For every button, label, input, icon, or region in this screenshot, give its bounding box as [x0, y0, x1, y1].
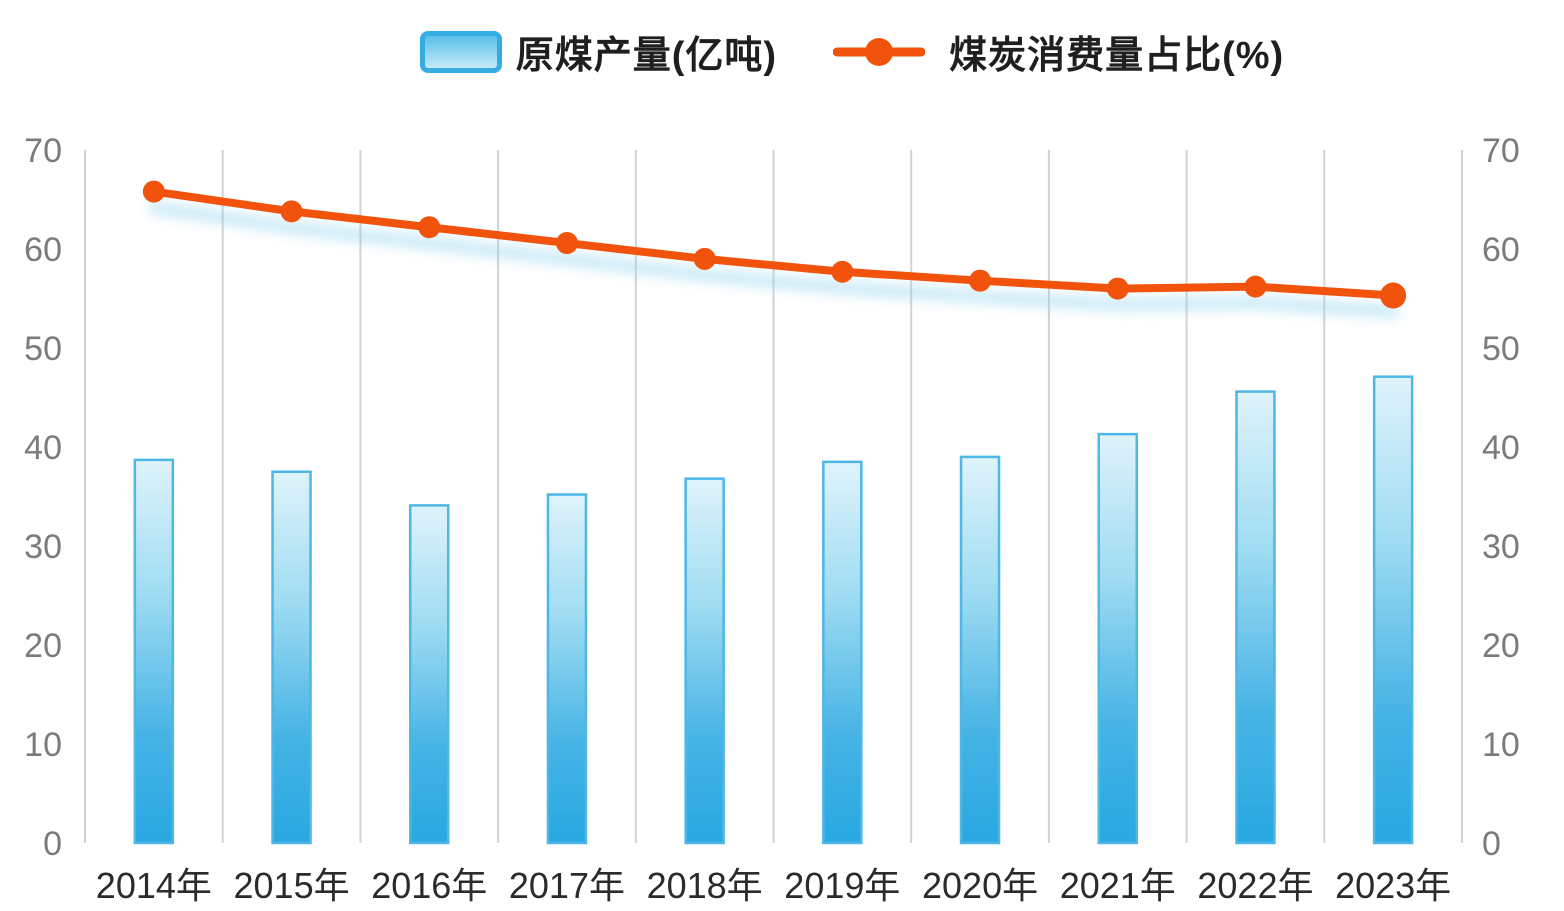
x-axis-label-2018年: 2018年 [647, 865, 763, 906]
y-axis-left-tick-60: 60 [24, 231, 62, 269]
line-point-2017年 [555, 232, 578, 255]
line-point-2014年 [142, 180, 165, 203]
line-point-2018年 [693, 247, 716, 270]
line-point-2020年 [969, 269, 992, 292]
x-axis-label-2021年: 2021年 [1060, 865, 1176, 906]
bar-2017年 [546, 493, 588, 845]
y-axis-left-tick-30: 30 [24, 528, 62, 566]
y-axis-left-tick-70: 70 [24, 132, 62, 170]
y-axis-left-tick-50: 50 [24, 330, 62, 368]
y-axis-right-tick-20: 20 [1482, 627, 1520, 665]
y-axis-left-tick-0: 0 [43, 825, 62, 863]
x-axis-label-2020年: 2020年 [922, 865, 1038, 906]
bar-2021年 [1097, 432, 1138, 845]
x-axis-label-2019年: 2019年 [784, 865, 900, 906]
y-axis-left-tick-20: 20 [24, 627, 62, 665]
legend-label-line: 煤炭消费量占比(%) [949, 35, 1285, 77]
y-axis-right-tick-40: 40 [1482, 429, 1520, 467]
bar-2022年 [1235, 390, 1276, 845]
line-point-2016年 [418, 216, 441, 239]
consumption-share-line [149, 187, 1398, 300]
bar-2023年 [1372, 375, 1414, 845]
chart-legend: 原煤产量(亿吨) 煤炭消费量占比(%) [70, 24, 1564, 79]
bar-2014年 [133, 458, 175, 845]
x-axis-label-2014年: 2014年 [96, 865, 212, 906]
y-axis-left-tick-10: 10 [24, 726, 62, 764]
line-point-2015年 [280, 200, 303, 223]
y-axis-right-tick-60: 60 [1482, 231, 1520, 269]
y-axis-right-tick-30: 30 [1482, 528, 1520, 566]
legend-label-bar: 原煤产量(亿吨) [515, 35, 778, 77]
line-point-2023年 [1380, 282, 1407, 309]
bar-2018年 [684, 477, 725, 845]
bar-2015年 [271, 470, 312, 845]
line-legend-marker-icon [833, 36, 926, 68]
bar-2020年 [959, 455, 1001, 845]
x-axis-label-2022年: 2022年 [1197, 865, 1313, 906]
y-axis-right-tick-50: 50 [1482, 330, 1520, 368]
x-axis-label-2015年: 2015年 [234, 865, 350, 906]
x-axis-label-2016年: 2016年 [371, 865, 487, 906]
y-axis-right-tick-70: 70 [1482, 132, 1520, 170]
line-point-2019年 [831, 260, 854, 283]
line-point-2022年 [1244, 275, 1267, 298]
y-axis-right-tick-0: 0 [1482, 825, 1501, 863]
x-axis-label-2017年: 2017年 [509, 865, 625, 906]
bar-2016年 [409, 504, 450, 845]
x-axis-label-2023年: 2023年 [1335, 865, 1451, 906]
line-point-2021年 [1106, 277, 1129, 300]
y-axis-left-tick-40: 40 [24, 429, 62, 467]
bar-legend-swatch-icon [419, 30, 502, 73]
bar-2019年 [822, 460, 863, 845]
y-axis-right-tick-10: 10 [1482, 726, 1520, 764]
line-glow-shadow [147, 201, 1400, 318]
